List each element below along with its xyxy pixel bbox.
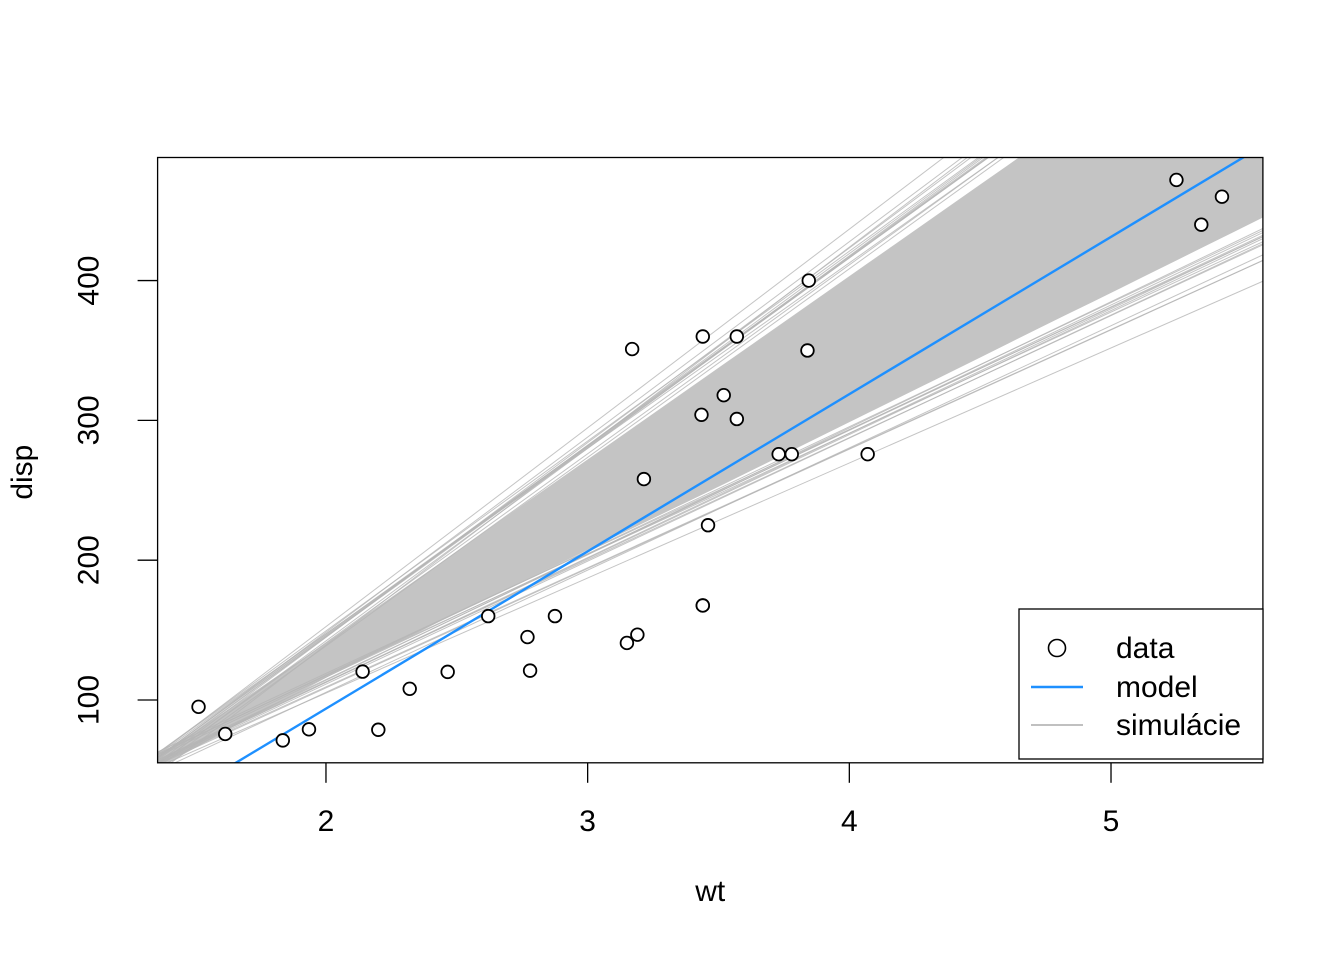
svg-text:5: 5 [1103,805,1120,838]
svg-text:model: model [1116,671,1198,704]
svg-text:data: data [1116,632,1175,665]
svg-text:400: 400 [73,256,106,306]
svg-text:wt: wt [694,875,726,908]
svg-text:simulácie: simulácie [1116,709,1241,742]
svg-text:100: 100 [73,675,106,725]
svg-text:300: 300 [73,395,106,445]
svg-text:4: 4 [841,805,858,838]
svg-text:3: 3 [579,805,596,838]
svg-text:disp: disp [6,445,39,500]
svg-text:2: 2 [318,805,335,838]
svg-text:200: 200 [73,535,106,585]
